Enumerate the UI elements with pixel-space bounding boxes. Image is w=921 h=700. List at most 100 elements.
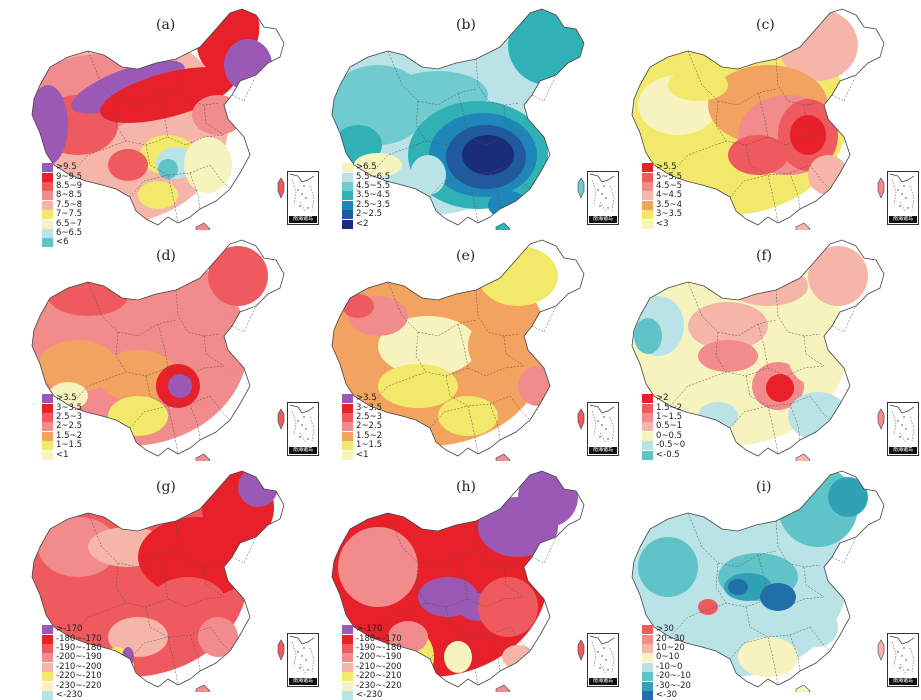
legend-swatch <box>342 653 353 663</box>
legend-label: 2~2.5 <box>356 209 383 220</box>
contour-region <box>688 302 768 350</box>
province-border <box>467 134 525 146</box>
legend-label: -230~-220 <box>356 680 402 691</box>
taiwan-island <box>577 408 585 430</box>
legend-item: -20~-10 <box>642 672 691 682</box>
legend-item: >3.5 <box>42 394 82 404</box>
inset-caption: 南海诸岛 <box>889 447 917 454</box>
province-border <box>87 281 177 337</box>
legend-item: -230~-220 <box>342 680 402 691</box>
legend-item: -200~-190 <box>42 653 102 663</box>
province-border <box>803 566 825 598</box>
contour-region <box>192 95 244 135</box>
legend-swatch <box>42 163 53 173</box>
legend-swatch <box>642 662 653 672</box>
legend-swatch <box>42 672 53 682</box>
legend-swatch <box>642 210 653 220</box>
province-border <box>387 512 477 568</box>
province-border <box>789 634 801 672</box>
province-border <box>145 144 211 176</box>
province-border <box>757 554 769 600</box>
legend-swatch <box>42 681 53 691</box>
legend-item: 2.5~3 <box>42 412 82 422</box>
legend-item: -200~-190 <box>342 652 402 663</box>
legend-swatch <box>642 394 653 404</box>
legend-swatch <box>342 672 353 682</box>
legend-item: >30 <box>642 625 691 635</box>
province-border <box>189 634 201 672</box>
legend-swatch <box>642 172 653 182</box>
legend-item: 2.5~3.5 <box>342 200 390 210</box>
legend-swatch <box>342 431 353 441</box>
legend-item: 4~4.5 <box>642 191 682 201</box>
legend-item: -10~0 <box>642 662 691 672</box>
contour-region <box>798 607 838 647</box>
country-outline <box>331 470 585 688</box>
choropleth-map <box>631 8 885 230</box>
legend-item: -30~-20 <box>642 681 691 691</box>
legend-label: 2~2.5 <box>56 421 83 432</box>
legend-label: 10~20 <box>656 642 685 653</box>
contour-region <box>202 471 274 547</box>
legend-swatch <box>42 181 53 191</box>
legend-label: 4.5~5 <box>656 180 683 191</box>
choropleth-map <box>331 470 585 692</box>
legend: >2 1.5~2 1~1.5 0.5~1 0~0.5 -0.5~0 <-0.5 <box>642 394 685 460</box>
legend-label: 2.5~3 <box>356 411 383 422</box>
legend-swatch <box>342 450 353 460</box>
legend-item: 10~20 <box>642 642 691 653</box>
legend-label: -190~-180 <box>356 642 402 653</box>
taiwan-island <box>877 639 885 661</box>
contour-region <box>388 621 428 653</box>
contour-region <box>698 599 718 615</box>
province-border <box>757 92 769 138</box>
province-border <box>369 140 427 176</box>
province-border <box>369 602 427 638</box>
contour-region <box>378 316 478 376</box>
province-border <box>767 636 779 686</box>
province-border <box>745 144 811 176</box>
taiwan-island <box>277 177 285 199</box>
inset-caption: 南海诸岛 <box>289 216 317 223</box>
legend-label: 8.5~9 <box>56 180 83 191</box>
legend-label: -210~-200 <box>56 661 102 672</box>
legend-label: >-170 <box>356 624 383 635</box>
legend-swatch <box>642 219 653 229</box>
legend-label: 1.5~2 <box>56 430 83 441</box>
taiwan-island <box>277 408 285 430</box>
contour-region <box>760 583 796 611</box>
legend-item: <-230 <box>342 690 402 700</box>
province-border <box>429 636 469 660</box>
province-border <box>489 403 501 441</box>
legend-item: -220~-210 <box>42 671 102 682</box>
province-border <box>669 140 727 176</box>
legend-swatch <box>42 394 53 404</box>
province-border <box>387 50 477 106</box>
legend-item: 6~6.5 <box>42 228 82 238</box>
legend-swatch <box>642 403 653 413</box>
legend-swatch <box>642 672 653 682</box>
legend-label: -220~-210 <box>356 671 402 682</box>
legend-item: >-170 <box>342 624 402 635</box>
legend-label: >2 <box>656 393 669 404</box>
legend-label: 1~1.5 <box>656 411 683 422</box>
legend-label: >3.5 <box>356 393 377 404</box>
province-border <box>503 104 525 136</box>
legend-label: -180~-170 <box>56 633 102 644</box>
legend-label: -0.5~0 <box>656 440 686 451</box>
map-panel: (i) >30 20~30 10~20 0~10 -10~0 -20~-10 -30~-20 <… <box>618 467 919 700</box>
legend-item: 1~1.5 <box>342 441 382 451</box>
legend-label: -220~-210 <box>56 671 102 682</box>
legend-label: 2~2.5 <box>356 421 383 432</box>
legend-swatch <box>342 163 353 173</box>
inset-caption: 南海诸岛 <box>289 447 317 454</box>
legend-label: -200~-190 <box>356 652 402 663</box>
province-border <box>669 602 727 638</box>
map-panel: (c) >5.5 5~5.5 4.5~5 4~4.5 3.5~4 3~3.5 <3 南海诸岛 <box>618 5 919 230</box>
contour-region <box>100 67 236 123</box>
contour-region <box>788 326 848 386</box>
legend-swatch <box>42 662 53 672</box>
legend-swatch <box>642 634 653 644</box>
legend-item: <1 <box>342 450 382 460</box>
legend-swatch <box>642 431 653 441</box>
